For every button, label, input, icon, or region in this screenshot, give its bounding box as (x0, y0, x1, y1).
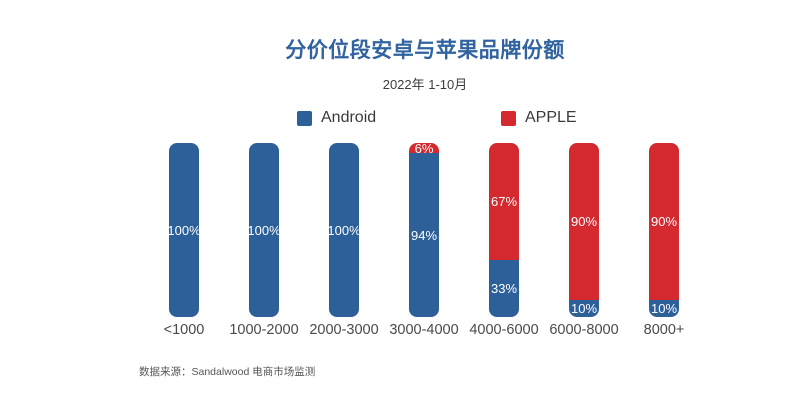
category-label: 1000-2000 (229, 322, 299, 338)
category-labels: <1000 1000-2000 2000-3000 3000-4000 4000-600… (144, 322, 704, 338)
data-source: 数据来源：Sandalwood 电商市场监测 (139, 366, 316, 378)
stacked-bar: 90% 10% (649, 143, 679, 317)
legend: Android APPLE (0, 110, 800, 132)
segment-value-label: 10% (650, 300, 678, 316)
category-label: 6000-8000 (549, 322, 619, 338)
segment-value-label: 90% (650, 213, 678, 229)
stacked-bar: 100% (167, 143, 201, 317)
bar-segment-apple: 90% (649, 143, 679, 300)
stacked-bar: 67% 33% (489, 143, 519, 317)
stacked-bar: 90% 10% (569, 143, 599, 317)
segment-value-label: 90% (570, 213, 598, 229)
bars: 100% 100% 100% 6% 94% 67% 33% 90% 10% 90% 10% (144, 140, 704, 317)
bar-segment-android: 100% (327, 143, 361, 317)
segment-value-label: 6% (414, 140, 434, 156)
bar-segment-android: 33% (489, 259, 519, 317)
segment-value-label: 33% (490, 280, 518, 296)
category-label: <1000 (163, 322, 205, 338)
android-color-swatch (297, 110, 312, 126)
chart-subtitle: 2022年 1-10月 (382, 77, 468, 92)
stacked-bar: 100% (247, 143, 281, 317)
bar-column: 6% 94% (384, 140, 464, 317)
legend-label-android: Android (321, 109, 377, 126)
bar-column: 100% (304, 143, 384, 317)
bar-segment-android: 10% (569, 299, 599, 317)
bar-segment-android: 100% (167, 143, 201, 317)
segment-value-label: 100% (327, 222, 361, 238)
bar-column: 90% 10% (624, 143, 704, 317)
legend-label-apple: APPLE (525, 109, 577, 126)
bar-segment-apple: 67% (489, 143, 519, 260)
bar-segment-apple: 90% (569, 143, 599, 300)
legend-item-android: Android (297, 110, 376, 126)
segment-value-label: 100% (247, 222, 281, 238)
legend-item-apple: APPLE (501, 110, 577, 126)
stacked-bar: 6% 94% (409, 140, 439, 317)
bar-segment-android: 10% (649, 299, 679, 317)
apple-color-swatch (501, 110, 516, 126)
bar-column: 67% 33% (464, 143, 544, 317)
bar-column: 100% (224, 143, 304, 317)
bar-segment-android: 100% (247, 143, 281, 317)
category-label: 2000-3000 (309, 322, 379, 338)
segment-value-label: 10% (570, 300, 598, 316)
category-label: 3000-4000 (389, 322, 459, 338)
bar-column: 100% (144, 143, 224, 317)
bar-column: 90% 10% (544, 143, 624, 317)
segment-value-label: 67% (490, 193, 518, 209)
bar-segment-android: 94% (409, 153, 439, 317)
category-label: 4000-6000 (469, 322, 539, 338)
stacked-bar: 100% (327, 143, 361, 317)
bar-segment-apple: 6% (409, 140, 439, 156)
segment-value-label: 100% (167, 222, 201, 238)
chart-title: 分价位段安卓与苹果品牌份额 (285, 39, 565, 62)
segment-value-label: 94% (410, 227, 438, 243)
category-label: 8000+ (643, 322, 685, 338)
